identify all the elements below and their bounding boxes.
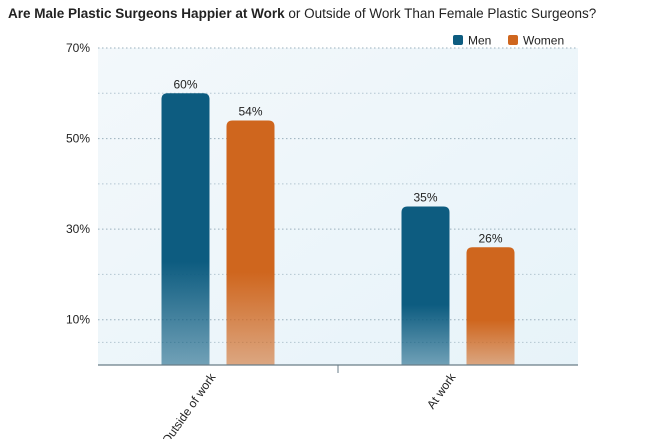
x-category-label: Outside of work xyxy=(159,370,219,439)
chart-title: Are Male Plastic Surgeons Happier at Wor… xyxy=(8,6,640,21)
legend-swatch-women xyxy=(508,35,518,45)
bar-women-2 xyxy=(466,247,515,365)
bar-men-1 xyxy=(161,93,210,366)
y-tick-label: 70% xyxy=(66,41,90,55)
bar-men-2 xyxy=(401,206,450,365)
data-label: 60% xyxy=(173,77,197,91)
y-tick-label: 10% xyxy=(66,313,90,327)
y-tick-label: 50% xyxy=(66,132,90,146)
chart-title-bold: Are Male Plastic Surgeons Happier at Wor… xyxy=(8,6,285,21)
y-tick-label: 30% xyxy=(66,222,90,236)
bar-women-1 xyxy=(226,120,275,365)
data-label: 35% xyxy=(413,191,437,205)
legend-label-men: Men xyxy=(468,34,491,48)
data-label: 26% xyxy=(478,231,502,245)
legend-label-women: Women xyxy=(523,34,564,48)
x-category-label: At work xyxy=(424,370,459,412)
data-label: 54% xyxy=(238,104,262,118)
chart-title-rest: or Outside of Work Than Female Plastic S… xyxy=(284,6,597,21)
legend-swatch-men xyxy=(453,35,463,45)
